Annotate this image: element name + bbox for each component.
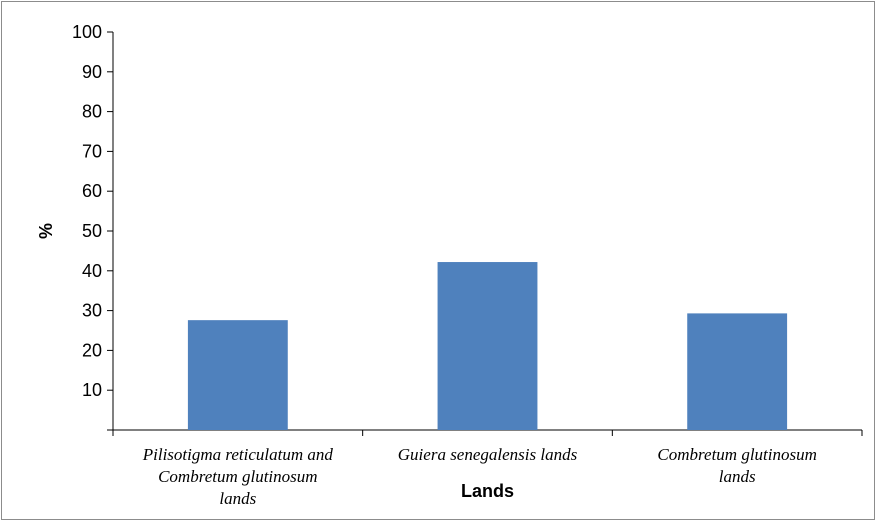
bar xyxy=(687,313,788,430)
x-tick-label: Pilisotigma reticulatum and xyxy=(142,445,334,464)
x-tick-label: Guiera senegalensis lands xyxy=(398,445,578,464)
y-tick-label: 70 xyxy=(82,141,102,161)
x-axis-title: Lands xyxy=(461,481,514,501)
bar xyxy=(187,320,288,430)
y-tick-label: 100 xyxy=(72,22,102,42)
bars xyxy=(187,262,788,430)
bar xyxy=(437,262,538,430)
y-tick-label: 20 xyxy=(82,340,102,360)
y-tick-label: 30 xyxy=(82,301,102,321)
x-tick-label: lands xyxy=(719,467,756,486)
y-tick-label: 90 xyxy=(82,62,102,82)
y-tick-label: 80 xyxy=(82,102,102,122)
x-tick-label: lands xyxy=(219,489,256,508)
x-tick-label: Combretum glutinosum xyxy=(657,445,816,464)
x-tick-label: Combretum glutinosum xyxy=(158,467,317,486)
y-tick-label: 40 xyxy=(82,261,102,281)
y-tick-label: 50 xyxy=(82,221,102,241)
y-axis-title: % xyxy=(36,223,56,239)
x-tick-labels: Pilisotigma reticulatum and Combretum glu… xyxy=(142,445,817,508)
y-tick-label: 60 xyxy=(82,181,102,201)
y-ticks: 10 20 30 40 50 60 70 80 90 100 xyxy=(72,22,113,431)
y-tick-label: 10 xyxy=(82,380,102,400)
